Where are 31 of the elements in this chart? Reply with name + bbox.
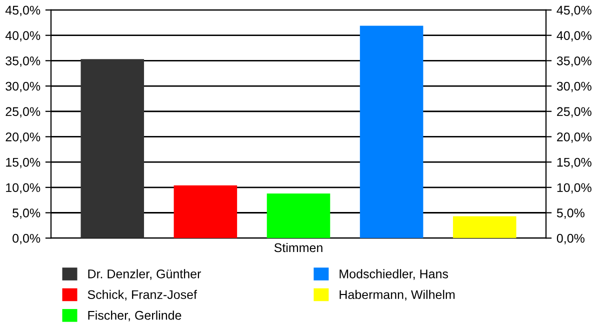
legend-label: Habermann, Wilhelm — [340, 290, 455, 301]
bar — [80, 59, 144, 238]
legend-label: Schick, Franz-Josef — [88, 290, 198, 301]
y-tick-label: 20,0% — [6, 132, 40, 143]
y-tick-label: 35,0% — [6, 56, 40, 67]
y-tick-label: 15,0% — [6, 158, 40, 168]
text: 35,0% — [556, 56, 592, 67]
text: 0,0% — [556, 234, 584, 244]
bar — [360, 26, 424, 238]
bar — [452, 216, 516, 238]
text: 30,0% — [556, 82, 592, 92]
y-tick-label: 30,0% — [6, 82, 40, 92]
text: 40,0% — [556, 31, 592, 42]
y-tick-label: 25,0% — [6, 107, 40, 118]
y-tick-label: 10,0% — [6, 183, 40, 194]
y-tick-label: 5,0% — [12, 208, 40, 219]
y-tick-label: 0,0% — [12, 234, 40, 244]
y-tick-label: 40,0% — [5, 31, 40, 42]
text: 45,0% — [556, 6, 592, 16]
legend-label: Dr. Denzler, Günther — [88, 269, 201, 280]
text: 10,0% — [557, 183, 592, 194]
x-tick-label: Stimmen — [274, 242, 322, 252]
bar — [266, 193, 330, 238]
text: 25,0% — [557, 107, 592, 118]
bar — [174, 185, 238, 238]
text: 15,0% — [557, 158, 592, 168]
text: 20,0% — [557, 132, 592, 143]
legend-label: Fischer, Gerlinde — [88, 310, 182, 322]
legend-label: Modschiedler, Hans — [340, 269, 448, 280]
text: 5,0% — [556, 208, 584, 219]
y-tick-label: 45,0% — [5, 6, 40, 16]
